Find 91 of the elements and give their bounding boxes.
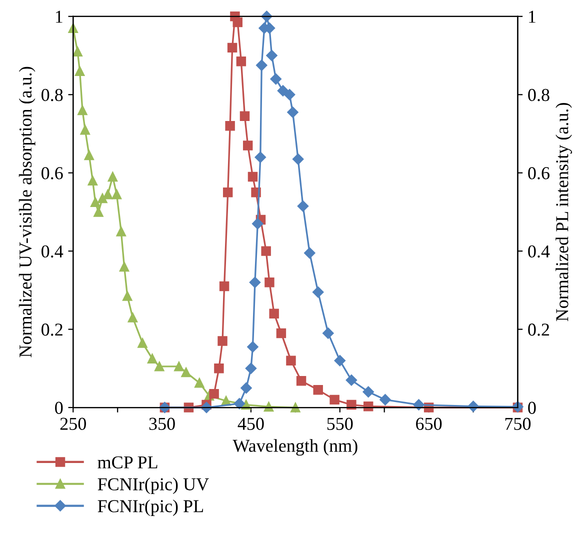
point bbox=[240, 382, 252, 394]
point bbox=[362, 386, 374, 398]
point bbox=[227, 42, 238, 53]
point bbox=[119, 262, 130, 272]
x-tick-label: 650 bbox=[416, 418, 442, 430]
point bbox=[72, 46, 82, 56]
y-tick-label: 1 bbox=[56, 10, 62, 23]
point bbox=[252, 218, 264, 230]
point bbox=[269, 308, 279, 319]
y2-tick-label: 0.4 bbox=[528, 245, 550, 258]
point bbox=[322, 328, 334, 339]
point bbox=[256, 60, 268, 71]
point bbox=[181, 367, 191, 378]
point bbox=[346, 374, 358, 386]
point bbox=[248, 172, 258, 182]
y-axis-title: Normalized UV-visible absorption (a.u.) bbox=[18, 66, 36, 358]
point bbox=[88, 176, 98, 186]
y-tick-label: 0.6 bbox=[42, 167, 63, 180]
point bbox=[276, 328, 286, 338]
point bbox=[247, 341, 258, 352]
point bbox=[108, 172, 118, 182]
point bbox=[270, 73, 282, 85]
y2-tick-label: 0.8 bbox=[528, 88, 550, 102]
x-tick-label: 450 bbox=[238, 418, 264, 430]
point bbox=[346, 400, 356, 410]
y2-axis-title: Normalized PL intensity (a.u.) bbox=[556, 103, 572, 322]
legend-label: mCP PL bbox=[98, 456, 158, 468]
point bbox=[236, 56, 246, 66]
point bbox=[245, 362, 257, 374]
legend-label: FCNIr(pic) UV bbox=[98, 478, 209, 494]
point bbox=[264, 278, 274, 288]
point bbox=[98, 193, 108, 204]
y-tick-label: 0 bbox=[55, 402, 63, 414]
point bbox=[232, 17, 242, 28]
point bbox=[292, 154, 304, 165]
point bbox=[138, 338, 148, 348]
point bbox=[304, 247, 316, 259]
y2-tick-label: 0.2 bbox=[528, 324, 550, 336]
point bbox=[264, 402, 274, 412]
y2-tick-label: 1 bbox=[529, 10, 536, 23]
x-tick-label: 750 bbox=[505, 418, 531, 430]
point bbox=[286, 356, 296, 366]
point bbox=[266, 50, 278, 62]
point bbox=[312, 286, 324, 298]
point bbox=[128, 312, 138, 322]
point bbox=[154, 362, 164, 372]
point bbox=[122, 291, 132, 301]
point bbox=[240, 111, 250, 122]
y2-tick-label: 0 bbox=[528, 402, 536, 414]
point bbox=[313, 385, 323, 395]
point bbox=[174, 362, 184, 372]
point bbox=[296, 376, 306, 386]
point bbox=[297, 200, 309, 212]
x-tick-label: 250 bbox=[60, 418, 86, 430]
x-tick-label: 550 bbox=[327, 418, 353, 430]
point bbox=[225, 121, 235, 131]
point bbox=[218, 336, 228, 346]
y-tick-label: 0.4 bbox=[42, 245, 64, 258]
point bbox=[90, 197, 100, 208]
point bbox=[222, 188, 233, 198]
point bbox=[84, 150, 94, 160]
point bbox=[74, 66, 85, 76]
point bbox=[287, 106, 298, 118]
point bbox=[234, 398, 246, 410]
point bbox=[80, 124, 90, 135]
point bbox=[194, 378, 204, 388]
x-tick-label: 350 bbox=[149, 418, 175, 430]
point bbox=[78, 105, 88, 116]
point bbox=[214, 364, 224, 374]
y2-tick-label: 0.6 bbox=[528, 167, 550, 180]
point bbox=[219, 281, 230, 292]
point bbox=[94, 207, 104, 217]
point bbox=[261, 246, 271, 256]
point bbox=[277, 85, 289, 96]
point bbox=[116, 226, 126, 236]
point bbox=[330, 394, 340, 405]
point bbox=[102, 190, 113, 200]
point bbox=[249, 276, 261, 288]
point bbox=[209, 388, 219, 399]
point bbox=[112, 190, 122, 200]
legend-label: FCNIr(pic) PL bbox=[98, 500, 204, 516]
point bbox=[284, 89, 296, 100]
point bbox=[254, 152, 266, 163]
y-tick-label: 0.2 bbox=[42, 324, 62, 336]
point bbox=[290, 402, 300, 412]
point bbox=[334, 354, 346, 366]
point bbox=[380, 394, 391, 406]
x-axis-title: Wavelength (nm) bbox=[232, 439, 358, 456]
point bbox=[147, 354, 158, 364]
y-tick-label: 0.8 bbox=[42, 88, 63, 102]
point bbox=[242, 140, 253, 150]
